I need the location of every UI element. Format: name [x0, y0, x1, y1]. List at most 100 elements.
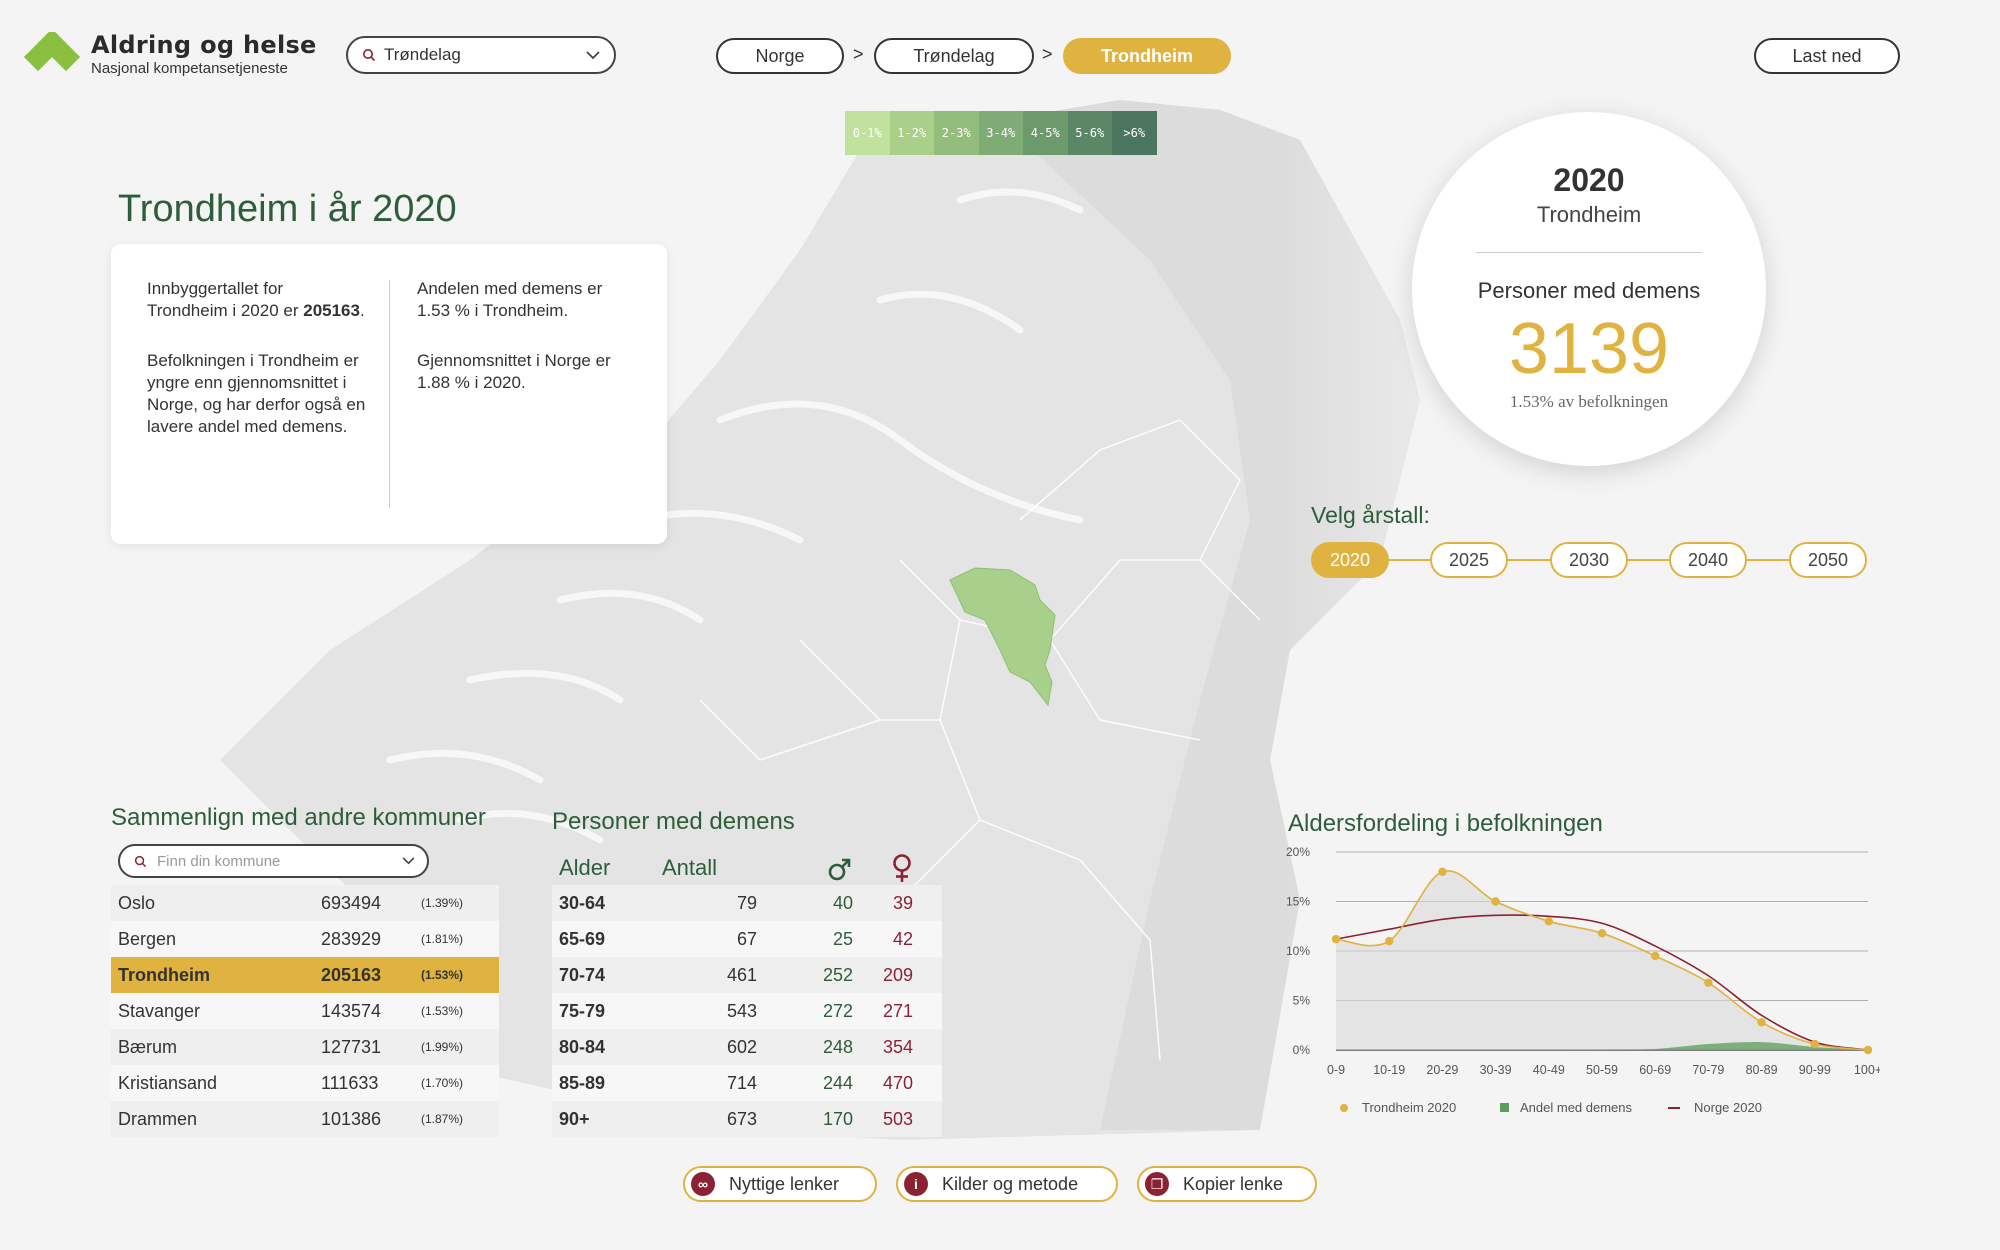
- dementia-count: 3139: [1508, 309, 1670, 389]
- population-comparison-text: Befolkningen i Trondheim er yngre enn gj…: [147, 351, 366, 436]
- breadcrumb-trondheim[interactable]: Trondheim: [1063, 38, 1231, 74]
- female-count: 503: [882, 1108, 913, 1129]
- x-tick-label: 80-89: [1746, 1063, 1778, 1077]
- y-tick-label: 0%: [1293, 1043, 1311, 1057]
- female-count: 354: [882, 1036, 913, 1057]
- dementia-count-cell: 673: [726, 1108, 757, 1129]
- municipality-row[interactable]: Stavanger 143574 (1.53%): [111, 993, 499, 1029]
- municipality-name: Bergen: [118, 928, 177, 949]
- age-group: 85-89: [559, 1072, 606, 1093]
- municipality-share: (1.87%): [421, 1112, 464, 1126]
- data-point-trondheim: [1438, 867, 1447, 876]
- female-symbol-icon: [853, 853, 913, 883]
- sources-label: Kilder og metode: [942, 1173, 1079, 1194]
- municipality-row[interactable]: Bærum 127731 (1.99%): [111, 1029, 499, 1065]
- dementia-row: 70-74 461 252 209: [552, 957, 942, 993]
- logo-icon: [23, 32, 81, 72]
- page-title: Trondheim i år 2020: [118, 188, 457, 230]
- municipality-population: 101386: [321, 1108, 382, 1129]
- x-tick-label: 100+: [1854, 1063, 1880, 1077]
- download-button[interactable]: Last ned: [1754, 38, 1900, 74]
- x-tick-label: 60-69: [1639, 1063, 1671, 1077]
- region-select-value: Trøndelag: [384, 45, 461, 64]
- male-count: 40: [832, 892, 853, 913]
- divider: [389, 280, 390, 508]
- female-count: 39: [892, 892, 913, 913]
- dementia-row: 85-89 714 244 470: [552, 1065, 942, 1101]
- y-tick-label: 10%: [1286, 944, 1310, 958]
- dementia-count-cell: 79: [736, 892, 757, 913]
- copy-link-button[interactable]: ❐ Kopier lenke: [1137, 1166, 1317, 1202]
- year-button-2050[interactable]: 2050: [1789, 542, 1867, 578]
- summary-municipality: Trondheim: [1536, 202, 1642, 227]
- useful-links-button[interactable]: ∞ Nyttige lenker: [683, 1166, 877, 1202]
- dementia-row: 90+ 673 170 503: [552, 1101, 942, 1137]
- municipality-search[interactable]: Finn din kommune: [118, 844, 429, 878]
- dementia-row: 75-79 543 272 271: [552, 993, 942, 1029]
- municipality-name: Kristiansand: [118, 1072, 218, 1093]
- municipality-population: 693494: [321, 892, 382, 913]
- municipality-name: Trondheim: [118, 964, 211, 985]
- link-icon: ∞: [691, 1172, 715, 1196]
- female-count: 470: [882, 1072, 913, 1093]
- data-point-trondheim: [1863, 1045, 1873, 1055]
- male-count: 244: [822, 1072, 853, 1093]
- legend-marker-trondheim: [1340, 1104, 1348, 1112]
- chevron-down-icon: [586, 50, 600, 59]
- municipality-row[interactable]: Bergen 283929 (1.81%): [111, 921, 499, 957]
- data-point-trondheim: [1597, 928, 1607, 938]
- y-tick-label: 20%: [1286, 845, 1310, 859]
- copy-link-label: Kopier lenke: [1183, 1173, 1284, 1194]
- dementia-row: 65-69 67 25 42: [552, 921, 942, 957]
- municipality-search-placeholder: Finn din kommune: [157, 852, 281, 870]
- national-average-text: Gjennomsnittet i Norge er 1.88 % i 2020.: [417, 351, 611, 392]
- male-symbol-icon: [757, 854, 853, 881]
- age-group: 90+: [559, 1108, 590, 1129]
- info-icon: i: [904, 1172, 928, 1196]
- x-tick-label: 30-39: [1480, 1063, 1512, 1077]
- municipality-row[interactable]: Oslo 693494 (1.39%): [111, 885, 499, 921]
- summary-year: 2020: [1553, 162, 1625, 198]
- year-button-2040[interactable]: 2040: [1669, 542, 1747, 578]
- age-group: 30-64: [559, 892, 606, 913]
- dementia-row: 30-64 79 40 39: [552, 885, 942, 921]
- dementia-count-cell: 602: [726, 1036, 757, 1057]
- municipality-row[interactable]: Kristiansand 111633 (1.70%): [111, 1065, 499, 1101]
- x-tick-label: 70-79: [1692, 1063, 1724, 1077]
- municipality-share: (1.81%): [421, 932, 464, 946]
- legend-label-norway: Norge 2020: [1694, 1100, 1762, 1115]
- y-tick-label: 5%: [1293, 994, 1311, 1008]
- x-tick-label: 10-19: [1373, 1063, 1405, 1077]
- municipality-row[interactable]: Drammen 101386 (1.87%): [111, 1101, 499, 1137]
- municipality-name: Drammen: [118, 1108, 198, 1129]
- copy-icon: ❐: [1145, 1172, 1169, 1196]
- municipality-population: 205163: [321, 964, 382, 985]
- data-point-trondheim: [1651, 951, 1660, 961]
- legend-cell: >6%: [1112, 111, 1157, 155]
- age-group: 75-79: [559, 1000, 606, 1021]
- series-area-dementia: [1336, 1041, 1868, 1051]
- sources-button[interactable]: i Kilder og metode: [896, 1166, 1118, 1202]
- male-count: 272: [822, 1000, 853, 1021]
- male-count: 252: [822, 964, 853, 985]
- municipality-population: 143574: [321, 1000, 382, 1021]
- logo-title: Aldring og helse: [91, 31, 317, 59]
- color-legend: 0-1% 1-2% 2-3% 3-4% 4-5% 5-6% >6%: [845, 111, 1157, 155]
- legend-label-trondheim: Trondheim 2020: [1362, 1100, 1456, 1115]
- female-count: 209: [882, 964, 913, 985]
- municipality-row[interactable]: Trondheim 205163 (1.53%): [111, 957, 499, 993]
- year-button-2030[interactable]: 2030: [1550, 542, 1628, 578]
- year-button-2025[interactable]: 2025: [1430, 542, 1508, 578]
- compare-title: Sammenlign med andre kommuner: [111, 804, 486, 831]
- breadcrumb-trondelag[interactable]: Trøndelag: [874, 38, 1034, 74]
- male-count: 170: [822, 1108, 853, 1129]
- region-select[interactable]: Trøndelag: [346, 36, 616, 74]
- breadcrumb-norge[interactable]: Norge: [716, 38, 844, 74]
- year-button-2020[interactable]: 2020: [1311, 542, 1389, 578]
- year-selector-label: Velg årstall:: [1311, 502, 1430, 528]
- municipality-name: Bærum: [118, 1036, 178, 1057]
- legend-cell: 5-6%: [1067, 111, 1112, 155]
- data-point-trondheim: [1810, 1039, 1819, 1049]
- y-tick-label: 15%: [1286, 895, 1310, 909]
- dementia-summary-circle: 2020 Trondheim Personer med demens 3139 …: [1412, 112, 1766, 466]
